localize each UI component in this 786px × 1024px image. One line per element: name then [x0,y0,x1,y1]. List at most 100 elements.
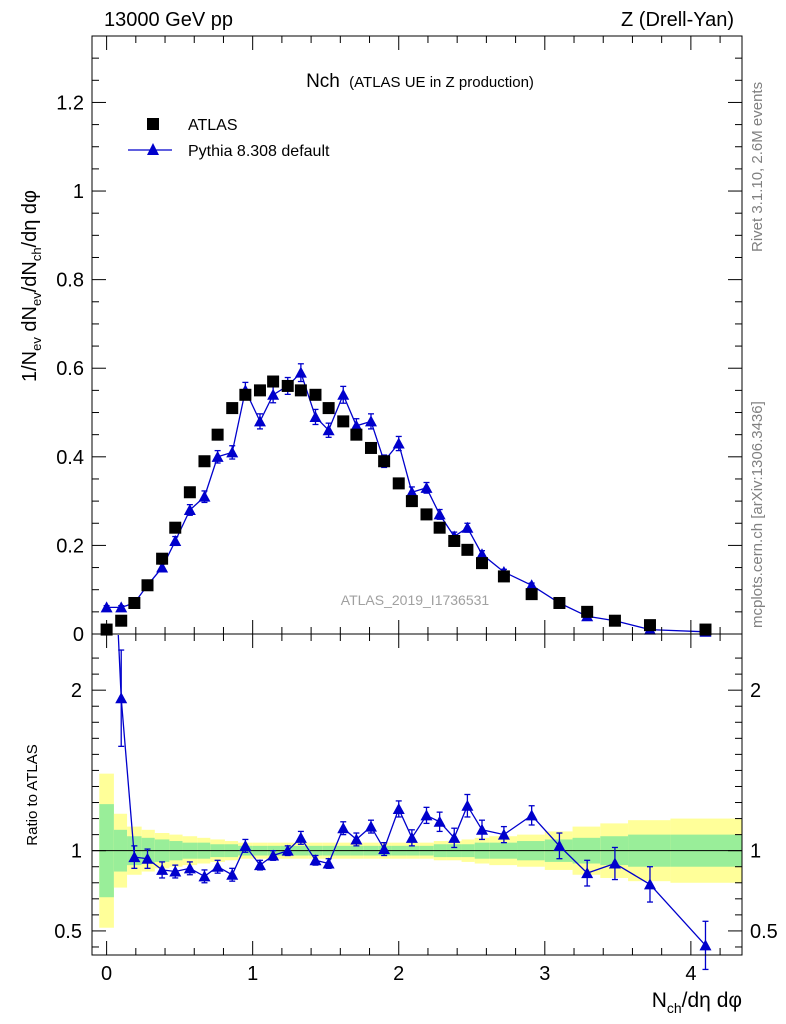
pythia-point [267,388,280,400]
ratio-y-tick-label-right: 0.5 [750,921,778,943]
atlas-point [405,495,418,508]
pythia-point [476,548,488,560]
ratio-point [420,809,433,821]
ratio-y-tick-label: 2 [71,680,82,702]
legend-label-pythia: Pythia 8.308 default [188,143,330,160]
ratio-y-tick-label-right: 2 [750,680,761,702]
ratio-point [169,865,182,877]
legend: ATLAS Pythia 8.308 default [128,117,330,160]
ratio-point [461,799,474,811]
x-tick-label: 2 [393,963,404,985]
atlas-point [608,614,621,627]
main-axes: 0 0.2 0.4 0.6 0.8 1 1.2 [56,36,742,646]
plot-title-sub: (ATLAS UE in Z production) [349,74,534,91]
pythia-point [433,508,446,520]
ratio-point [141,852,154,864]
ratio-plot-area [115,634,712,971]
atlas-point [115,614,128,627]
ratio-y-tick-label: 0.5 [54,921,82,943]
y-label-sub: ch [29,247,44,261]
x-tick-label: 4 [685,963,696,985]
ratio-point [392,802,405,814]
atlas-point [553,596,566,609]
atlas-point [156,552,169,565]
rivet-version-label: Rivet 3.1.10, 2.6M events [749,82,766,252]
legend-marker-pythia [147,143,159,155]
ratio-point [525,809,538,821]
ratio-point [156,863,169,875]
ratio-point [309,854,322,866]
ratio-point [239,839,252,851]
y-tick-label: 0.4 [56,447,84,469]
ratio-point [253,859,266,871]
pythia-point [525,579,538,591]
pythia-point [169,534,182,546]
x-tick-label: 1 [247,963,258,985]
atlas-point [294,384,307,397]
ratio-pythia-line [117,634,706,946]
ratio-point [115,692,128,704]
pythia-point [337,388,350,400]
ratio-point [448,831,461,843]
atlas-point [378,455,391,468]
plot-title-main: Nch [306,71,340,92]
ratio-point [643,878,656,890]
ratio-y-axis-label: Ratio to ATLAS [24,744,41,845]
y-tick-label: 0.8 [56,270,84,292]
ratio-point [581,867,594,879]
ratio-point [294,831,307,843]
pythia-point [294,366,307,378]
ratio-point [364,820,377,832]
pythia-point [392,437,405,449]
ratio-axes: 0.5 0.5 1 1 2 2 0 1 2 3 4 [54,634,778,985]
y-tick-label: 1.2 [56,92,84,114]
atlas-point [476,557,488,570]
ratio-point [211,860,224,872]
x-label-part: /dη dφ [682,989,742,1012]
pythia-point [350,419,363,431]
pythia-point [322,424,335,436]
ratio-point [553,839,566,851]
atlas-point [525,588,538,601]
pythia-point [364,415,377,427]
atlas-point [364,441,377,454]
ratio-point [433,815,446,827]
ratio-point [378,843,391,855]
pythia-point [405,486,418,498]
pythia-point [309,410,322,422]
y-axis-label: 1/Nev dNev/dNch/dη dφ [19,190,44,382]
pythia-point [115,601,128,613]
atlas-point [643,619,656,632]
ratio-point [267,849,280,861]
legend-label-atlas: ATLAS [188,117,238,134]
ratio-point [183,862,196,874]
atlas-point [461,543,474,556]
atlas-point [211,428,224,441]
atlas-point [337,415,350,428]
x-label-part: N [652,989,667,1012]
pythia-point [253,415,266,427]
ratio-point [198,870,211,882]
y-label-part: dN [19,306,41,337]
atlas-point [267,375,280,388]
atlas-point [169,521,182,534]
pythia-point [226,446,239,458]
ratio-point [699,939,712,951]
ratio-plot-frame [91,633,743,956]
y-tick-label: 0 [73,624,84,646]
ratio-point [405,831,418,843]
atlas-point [198,455,211,468]
atlas-point [309,388,322,401]
pythia-point [100,601,113,613]
header-energy-label: 13000 GeV pp [104,9,233,31]
atlas-point [392,477,405,490]
atlas-point [420,508,433,521]
ratio-y-tick-label-right: 1 [750,841,761,863]
x-label-sub: ch [667,1000,682,1016]
y-tick-label: 0.6 [56,358,84,380]
pythia-point [211,450,224,462]
ratio-point [350,833,363,845]
atlas-point [239,388,252,401]
atlas-point [253,384,266,397]
atlas-point [141,579,154,592]
